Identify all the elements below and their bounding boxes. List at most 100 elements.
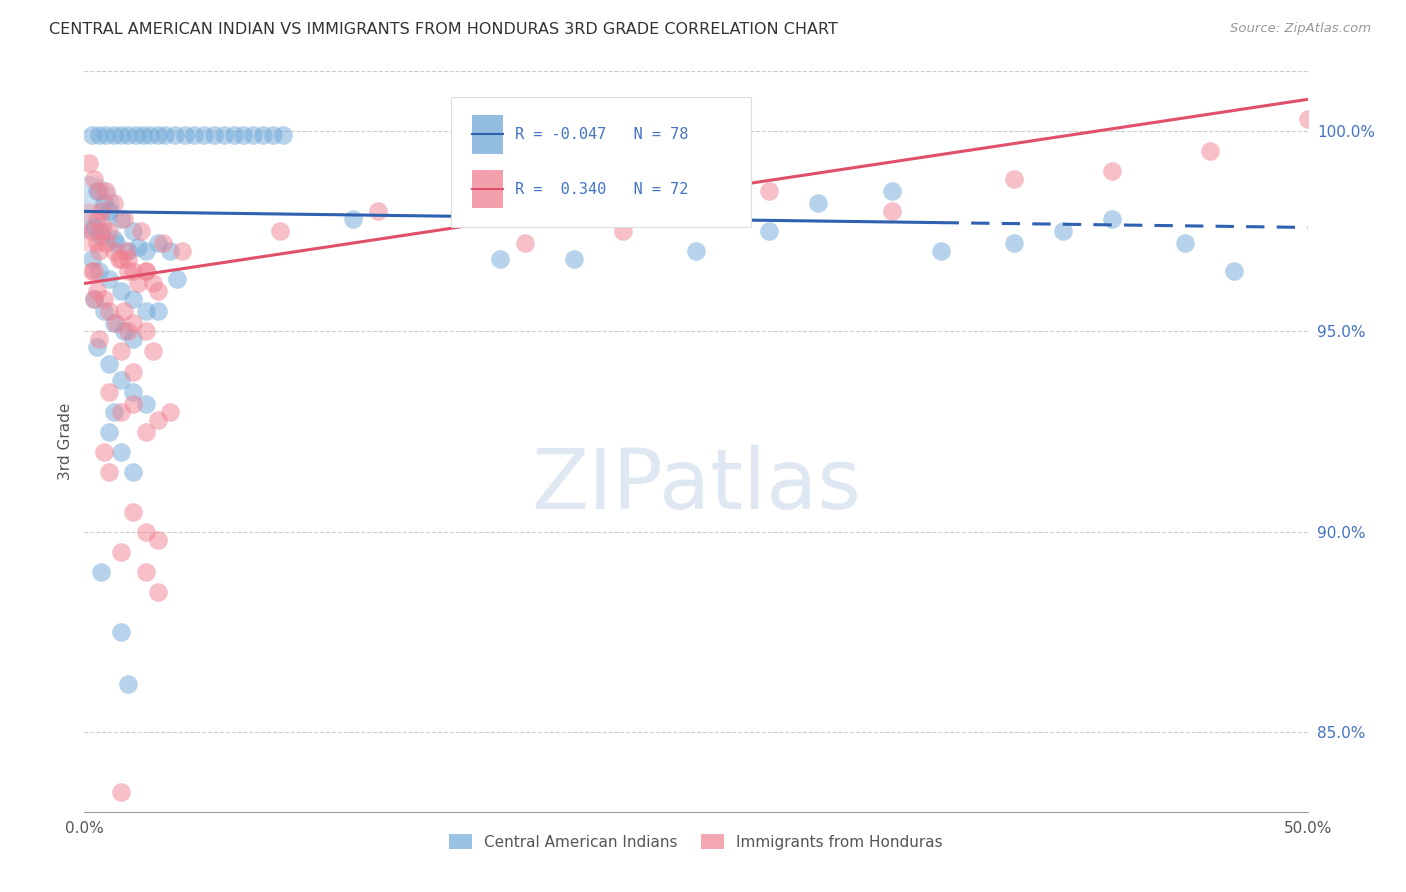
Point (96, 128, 118, 143)
Point (685, 244, 707, 259)
Point (135, 304, 157, 318)
Point (1002, 172, 1025, 186)
Point (122, 465, 145, 479)
Point (103, 128, 125, 143)
Point (117, 128, 139, 143)
Point (163, 128, 186, 143)
Point (97, 357, 120, 371)
Point (97, 425, 120, 439)
Point (86, 185, 108, 199)
Point (80, 264, 103, 278)
Point (117, 244, 139, 259)
Point (807, 196, 830, 211)
Point (90, 228, 112, 243)
Bar (472, 115, 503, 153)
Point (107, 252, 129, 267)
Point (202, 128, 225, 143)
Point (252, 128, 274, 143)
Point (105, 236, 128, 251)
Point (97, 224, 120, 238)
Y-axis label: 3rd Grade: 3rd Grade (58, 403, 73, 480)
Point (110, 785, 132, 799)
Point (172, 244, 194, 259)
Point (97, 384, 120, 399)
Bar (472, 170, 503, 209)
Point (146, 584, 169, 599)
Point (90, 565, 112, 579)
Point (115, 244, 138, 259)
Point (132, 128, 155, 143)
Point (103, 404, 125, 418)
Point (86, 285, 108, 299)
Point (146, 128, 169, 143)
Point (122, 505, 145, 519)
Point (1052, 224, 1074, 238)
Point (117, 325, 139, 339)
Point (110, 372, 132, 386)
Point (90, 204, 112, 219)
Text: CENTRAL AMERICAN INDIAN VS IMMIGRANTS FROM HONDURAS 3RD GRADE CORRELATION CHART: CENTRAL AMERICAN INDIAN VS IMMIGRANTS FR… (49, 22, 838, 37)
Point (193, 128, 215, 143)
Point (183, 128, 205, 143)
Point (93, 444, 115, 458)
Point (1002, 236, 1025, 251)
Point (612, 196, 634, 211)
Point (122, 317, 145, 331)
Point (110, 544, 132, 558)
Point (97, 465, 120, 479)
Point (83, 220, 105, 235)
Point (80, 128, 103, 143)
Point (93, 304, 115, 318)
Legend: Central American Indians, Immigrants from Honduras: Central American Indians, Immigrants fro… (443, 828, 949, 856)
Point (103, 232, 125, 246)
Point (110, 404, 132, 418)
Point (135, 524, 157, 539)
Point (222, 128, 245, 143)
Point (93, 196, 115, 211)
Point (142, 344, 165, 359)
Point (80, 252, 103, 267)
Point (110, 212, 132, 227)
Point (87, 185, 110, 199)
Point (122, 264, 145, 278)
Point (117, 252, 139, 267)
Point (242, 128, 264, 143)
Point (1101, 212, 1123, 227)
Point (146, 412, 169, 426)
Point (1101, 164, 1123, 178)
Point (562, 252, 585, 267)
Point (135, 396, 157, 410)
Point (83, 172, 105, 186)
Point (122, 333, 145, 347)
Point (612, 224, 634, 238)
Point (367, 204, 389, 219)
Point (110, 624, 132, 639)
Point (146, 304, 169, 318)
Point (129, 224, 152, 238)
Point (513, 236, 536, 251)
Point (146, 533, 169, 547)
Point (159, 244, 181, 259)
Point (86, 341, 108, 355)
FancyBboxPatch shape (451, 97, 751, 227)
Point (125, 128, 148, 143)
Point (159, 404, 181, 418)
Point (96, 185, 118, 199)
Point (117, 264, 139, 278)
Point (342, 212, 364, 227)
Point (112, 212, 135, 227)
Point (880, 204, 903, 219)
Point (146, 236, 169, 251)
Point (135, 244, 157, 259)
Point (880, 185, 903, 199)
Point (1223, 264, 1246, 278)
Point (269, 224, 291, 238)
Point (122, 396, 145, 410)
Point (97, 204, 120, 219)
Point (1296, 112, 1319, 127)
Point (96, 236, 118, 251)
Point (103, 244, 125, 259)
Point (103, 196, 125, 211)
Point (146, 285, 169, 299)
Point (87, 128, 110, 143)
